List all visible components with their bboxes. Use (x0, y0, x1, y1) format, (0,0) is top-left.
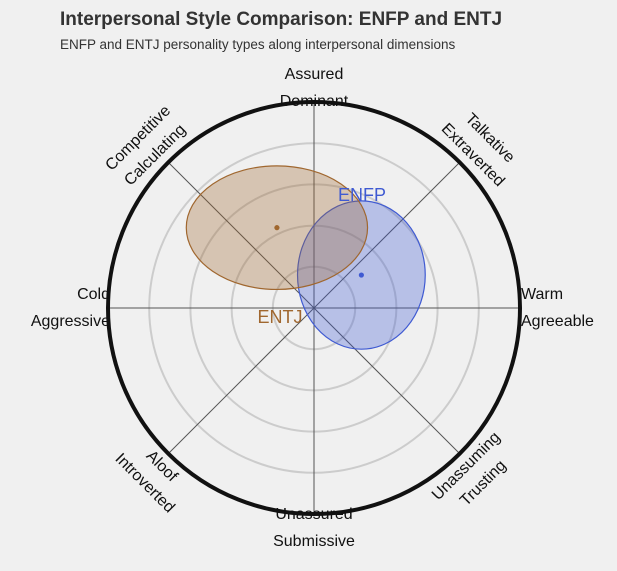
outer-boundary (106, 100, 522, 516)
axis-label-west-2: Aggressive (31, 313, 110, 330)
axis-label-south-2: Submissive (273, 533, 355, 550)
series-layer (185, 165, 426, 350)
chart-title: Interpersonal Style Comparison: ENFP and… (60, 9, 503, 30)
axis-label-south-1: Unassured (275, 506, 352, 523)
axis-label-east-2: Agreeable (521, 313, 594, 330)
axis-label-east-1: Warm (521, 286, 563, 303)
spoke-3 (167, 161, 315, 309)
series-center-entj (274, 225, 280, 231)
series-label-enfp: ENFP (338, 185, 386, 205)
spoke-7 (313, 307, 461, 455)
axis-label-west-1: Cold (77, 286, 110, 303)
spoke-5 (167, 307, 315, 455)
series-center-enfp (358, 272, 364, 278)
axis-label-north-2: Dominant (280, 93, 349, 110)
series-label-entj: ENTJ (258, 307, 303, 327)
spoke-1 (313, 161, 461, 309)
axis-label-north-1: Assured (285, 66, 344, 83)
chart-subtitle: ENFP and ENTJ personality types along in… (60, 37, 456, 52)
outer-layer (106, 100, 522, 516)
